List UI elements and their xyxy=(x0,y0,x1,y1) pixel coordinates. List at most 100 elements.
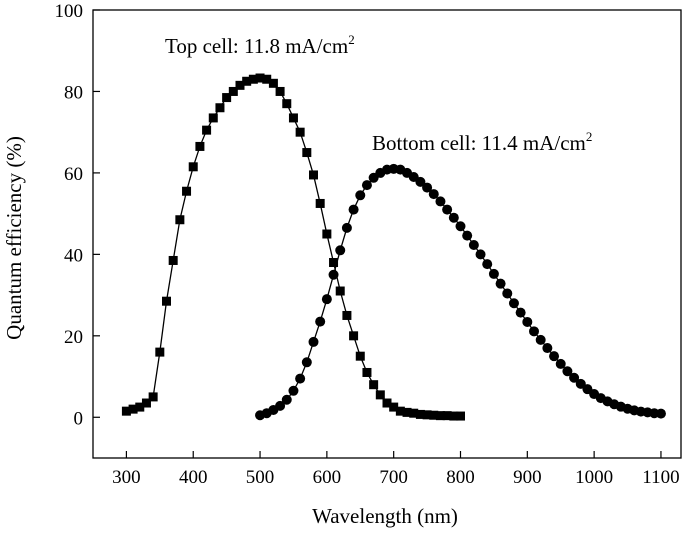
square-marker xyxy=(422,410,432,420)
circle-marker xyxy=(488,268,499,279)
series-line-1 xyxy=(126,77,461,417)
square-marker xyxy=(215,103,225,113)
square-marker xyxy=(309,170,318,180)
circle-marker xyxy=(348,204,359,215)
circle-marker xyxy=(341,222,352,233)
square-marker xyxy=(369,380,379,390)
square-marker xyxy=(202,125,212,135)
square-marker xyxy=(275,86,285,96)
x-tick-label: 400 xyxy=(179,467,208,488)
square-marker xyxy=(282,99,292,109)
circle-marker xyxy=(415,176,426,187)
square-marker xyxy=(128,404,138,414)
x-axis-title: Wavelength (nm) xyxy=(312,504,458,528)
square-marker xyxy=(168,255,178,265)
square-marker xyxy=(262,74,272,84)
square-marker xyxy=(349,331,359,341)
square-marker xyxy=(228,86,238,96)
circle-marker xyxy=(508,298,519,309)
square-marker xyxy=(195,141,205,151)
square-marker xyxy=(415,409,425,419)
y-tick-label: 0 xyxy=(74,408,84,429)
circle-marker xyxy=(422,182,433,193)
circle-marker xyxy=(655,408,666,419)
circle-marker xyxy=(562,366,573,377)
x-tick-label: 800 xyxy=(446,467,475,488)
square-marker xyxy=(175,215,185,225)
circle-marker xyxy=(549,351,560,362)
circle-marker xyxy=(495,278,506,289)
circle-marker xyxy=(328,269,339,280)
square-marker xyxy=(182,186,192,196)
x-tick-label: 600 xyxy=(313,467,342,488)
square-marker xyxy=(442,411,452,421)
circle-marker xyxy=(462,230,473,241)
x-tick-label: 900 xyxy=(513,467,542,488)
series-markers xyxy=(121,73,666,421)
circle-marker xyxy=(295,373,306,384)
circle-marker xyxy=(522,316,533,327)
square-marker xyxy=(148,392,158,402)
circle-marker xyxy=(308,336,319,347)
circle-marker xyxy=(288,385,299,396)
circle-marker xyxy=(535,334,546,345)
square-marker xyxy=(302,148,312,158)
square-marker xyxy=(389,402,399,412)
circle-marker xyxy=(455,221,466,232)
square-marker xyxy=(242,76,252,86)
circle-marker xyxy=(355,190,366,201)
square-marker xyxy=(375,390,385,400)
square-marker xyxy=(322,229,332,239)
circle-marker xyxy=(448,212,459,223)
square-marker xyxy=(255,73,265,83)
circle-marker xyxy=(569,372,580,383)
square-marker xyxy=(315,198,325,208)
square-marker xyxy=(135,402,145,412)
circle-marker xyxy=(575,378,586,389)
circle-marker xyxy=(502,288,513,299)
circle-marker xyxy=(482,259,493,270)
square-marker xyxy=(268,78,278,88)
square-marker xyxy=(335,286,345,296)
square-marker xyxy=(395,406,405,416)
annotation-top-cell: Top cell: 11.8 mA/cm2 xyxy=(165,32,355,58)
square-marker xyxy=(409,408,419,418)
annotation-bottom-cell: Bottom cell: 11.4 mA/cm2 xyxy=(372,129,592,155)
x-tick-label: 1000 xyxy=(575,467,613,488)
square-marker xyxy=(141,398,151,408)
x-tick-label: 1100 xyxy=(642,467,679,488)
circle-marker xyxy=(515,307,526,318)
y-tick-label: 40 xyxy=(64,245,83,266)
square-marker xyxy=(288,113,298,123)
y-tick-label: 80 xyxy=(64,82,83,103)
circle-marker xyxy=(529,326,539,337)
x-tick-label: 700 xyxy=(379,467,408,488)
square-marker xyxy=(162,296,171,306)
square-marker xyxy=(222,93,232,103)
circle-marker xyxy=(301,357,312,368)
circle-marker xyxy=(315,316,326,327)
square-marker xyxy=(155,347,165,357)
square-marker xyxy=(402,407,412,417)
plot-frame xyxy=(92,9,682,459)
circle-marker xyxy=(542,343,553,354)
axis-ticks: 300 400 500 600 700 800 900 1000 1100 0 20 40 60 80 10… xyxy=(55,1,680,488)
square-marker xyxy=(208,113,218,123)
square-marker xyxy=(362,367,372,377)
square-marker xyxy=(456,411,465,421)
circle-marker xyxy=(428,189,439,200)
y-axis-title: Quantum efficiency (%) xyxy=(2,136,26,340)
square-marker xyxy=(382,398,392,408)
circle-marker xyxy=(435,196,446,207)
square-marker xyxy=(329,258,339,268)
circle-marker xyxy=(335,245,346,256)
square-marker xyxy=(355,351,365,361)
circle-marker xyxy=(555,358,566,369)
square-marker xyxy=(295,127,305,137)
square-marker xyxy=(429,410,439,420)
square-marker xyxy=(449,411,459,421)
circle-marker xyxy=(281,394,292,405)
circle-marker xyxy=(468,239,479,250)
square-marker xyxy=(188,162,198,172)
